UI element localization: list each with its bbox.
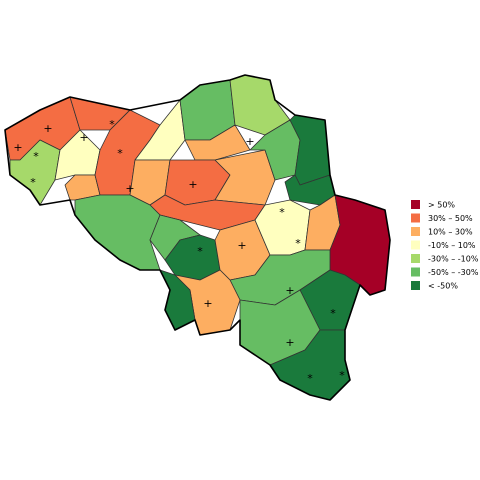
legend-label: > 50% bbox=[428, 201, 455, 210]
marker: + bbox=[285, 336, 294, 349]
marker: * bbox=[197, 245, 203, 258]
marker: * bbox=[295, 237, 301, 250]
marker: * bbox=[279, 206, 285, 219]
marker: + bbox=[125, 182, 134, 195]
legend-swatch bbox=[411, 267, 420, 277]
marker: + bbox=[13, 141, 22, 154]
legend-swatch bbox=[411, 227, 420, 236]
marker: * bbox=[33, 150, 39, 163]
legend-swatch bbox=[411, 213, 420, 223]
legend: > 50% 30% – 50% 10% – 30% -10% – 10% -30% – … bbox=[411, 200, 479, 291]
legend-label: 30% – 50% bbox=[428, 214, 473, 223]
marker: + bbox=[203, 297, 212, 310]
legend-label: -30% – -10% bbox=[428, 255, 479, 264]
marker: * bbox=[109, 118, 115, 131]
legend-swatch bbox=[411, 254, 420, 263]
legend-swatch bbox=[411, 200, 420, 209]
marker: * bbox=[330, 307, 336, 320]
legend-label: -10% – 10% bbox=[428, 241, 476, 250]
marker: + bbox=[79, 131, 88, 144]
legend-swatch bbox=[411, 281, 420, 290]
country-border bbox=[4, 74, 391, 401]
legend-label: 10% – 30% bbox=[428, 228, 473, 237]
marker: + bbox=[237, 239, 246, 252]
legend-label: -50% – -30% bbox=[428, 268, 479, 277]
marker: * bbox=[30, 176, 36, 189]
marker: * bbox=[339, 369, 345, 382]
legend-swatch bbox=[411, 240, 420, 250]
marker: + bbox=[43, 122, 52, 135]
marker: + bbox=[245, 135, 254, 148]
marker: * bbox=[117, 147, 123, 160]
marker: + bbox=[285, 284, 294, 297]
regions bbox=[4, 74, 391, 401]
markers: * * * * * * * * * * + + + + + + + + + + bbox=[13, 118, 345, 385]
legend-label: < -50% bbox=[428, 282, 458, 291]
marker: * bbox=[307, 372, 313, 385]
marker: + bbox=[188, 178, 197, 191]
